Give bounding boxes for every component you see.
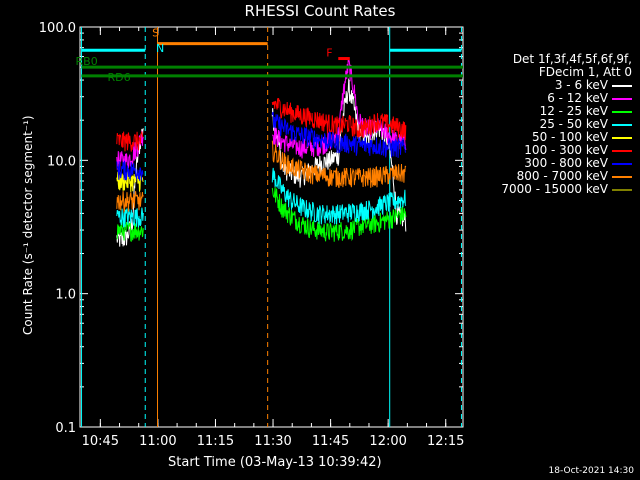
legend-label: 3 - 6 keV bbox=[554, 78, 608, 92]
legend-swatch bbox=[612, 149, 632, 152]
legend-swatch bbox=[612, 175, 632, 178]
legend-swatch bbox=[612, 97, 632, 100]
legend-swatch bbox=[612, 123, 632, 126]
series-line bbox=[116, 207, 144, 228]
y-tick-label: 10.0 bbox=[47, 154, 76, 169]
legend-label: 800 - 7000 keV bbox=[516, 169, 608, 183]
annotation-label: RB0 bbox=[76, 55, 98, 68]
legend-label: 6 - 12 keV bbox=[547, 91, 608, 105]
legend-label: 300 - 800 keV bbox=[524, 156, 608, 170]
series-line bbox=[271, 97, 407, 141]
series-line bbox=[116, 160, 144, 181]
legend-item: 25 - 50 keV bbox=[478, 118, 632, 131]
x-tick-label: 10:45 bbox=[82, 434, 119, 449]
legend-label: 100 - 300 keV bbox=[524, 143, 608, 157]
legend-item: 12 - 25 keV bbox=[478, 105, 632, 118]
legend-item: 300 - 800 keV bbox=[478, 157, 632, 170]
legend-swatch bbox=[612, 84, 632, 87]
legend-items: 3 - 6 keV 6 - 12 keV 12 - 25 keV 25 - 50 ke… bbox=[478, 79, 632, 196]
legend-label: 7000 - 15000 keV bbox=[501, 182, 608, 196]
series-line bbox=[271, 140, 407, 189]
series-line bbox=[271, 77, 407, 232]
legend-item: 100 - 300 keV bbox=[478, 144, 632, 157]
annotation-marker: S bbox=[152, 26, 159, 39]
plot-frame bbox=[79, 26, 464, 428]
x-tick-label: 11:45 bbox=[312, 434, 349, 449]
series-line bbox=[271, 187, 407, 242]
legend-label: 12 - 25 keV bbox=[539, 104, 608, 118]
legend-item: 50 - 100 keV bbox=[478, 131, 632, 144]
legend-item: 800 - 7000 keV bbox=[478, 170, 632, 183]
y-tick-label: 100.0 bbox=[39, 21, 76, 36]
x-tick-label: 11:30 bbox=[254, 434, 291, 449]
series-line bbox=[116, 131, 144, 152]
legend-label: 50 - 100 keV bbox=[531, 130, 608, 144]
legend: Det 1f,3f,4f,5f,6f,9f, FDecim 1, Att 0 3… bbox=[478, 53, 632, 196]
series-line bbox=[271, 167, 407, 225]
y-axis-label: Count Rate (s⁻¹ detector segment⁻¹) bbox=[21, 115, 35, 335]
legend-swatch bbox=[612, 188, 632, 191]
y-tick-label: 0.1 bbox=[55, 421, 76, 436]
legend-header-line-1: Det 1f,3f,4f,5f,6f,9f, bbox=[512, 52, 632, 66]
legend-label: 25 - 50 keV bbox=[539, 117, 608, 131]
x-tick-label: 11:00 bbox=[139, 434, 176, 449]
legend-item: 3 - 6 keV bbox=[478, 79, 632, 92]
x-tick-label: 12:15 bbox=[427, 434, 464, 449]
legend-swatch bbox=[612, 110, 632, 113]
series-line bbox=[271, 111, 407, 158]
annotation-label: RD6 bbox=[108, 71, 131, 84]
timestamp: 18-Oct-2021 14:30 bbox=[548, 466, 634, 476]
series-line bbox=[116, 191, 144, 214]
chart-title: RHESSI Count Rates bbox=[244, 2, 396, 20]
series-line bbox=[116, 221, 144, 242]
legend-item: 6 - 12 keV bbox=[478, 92, 632, 105]
x-tick-label: 12:00 bbox=[369, 434, 406, 449]
legend-item: 7000 - 15000 keV bbox=[478, 183, 632, 196]
annotation-label: F bbox=[326, 47, 332, 60]
annotation-marker: N bbox=[156, 42, 164, 55]
x-tick-label: 11:15 bbox=[197, 434, 234, 449]
legend-header-line-2: FDecim 1, Att 0 bbox=[538, 65, 632, 79]
legend-swatch bbox=[612, 136, 632, 139]
x-axis-label: Start Time (03-May-13 10:39:42) bbox=[168, 455, 382, 470]
legend-swatch bbox=[612, 162, 632, 165]
y-tick-label: 1.0 bbox=[55, 288, 76, 303]
